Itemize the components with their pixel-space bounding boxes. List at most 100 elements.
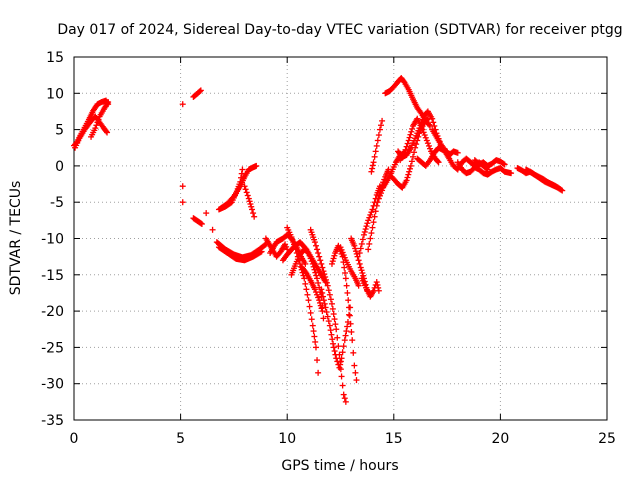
data-point bbox=[243, 189, 250, 196]
x-tick-label: 0 bbox=[70, 431, 79, 447]
data-point bbox=[407, 165, 414, 172]
data-point bbox=[337, 361, 344, 368]
data-point bbox=[342, 269, 349, 276]
data-point bbox=[356, 250, 363, 257]
data-point bbox=[317, 257, 324, 264]
data-point bbox=[360, 231, 367, 238]
data-point bbox=[95, 116, 102, 123]
y-axis-label: SDTVAR / TECUs bbox=[8, 181, 24, 296]
data-point bbox=[330, 311, 337, 318]
x-tick-label: 10 bbox=[278, 431, 296, 447]
data-point bbox=[501, 161, 508, 168]
data-point bbox=[249, 206, 256, 213]
data-point bbox=[413, 141, 420, 148]
data-point bbox=[402, 146, 409, 153]
data-point bbox=[330, 340, 337, 347]
data-point bbox=[370, 219, 377, 226]
data-point bbox=[558, 186, 565, 193]
data-point bbox=[315, 294, 322, 301]
data-point bbox=[315, 279, 322, 286]
data-point bbox=[311, 239, 318, 246]
data-point bbox=[420, 129, 427, 136]
data-point bbox=[292, 246, 299, 253]
data-point bbox=[434, 158, 441, 165]
data-point bbox=[430, 119, 437, 126]
y-tick-label: 15 bbox=[46, 50, 64, 66]
data-point bbox=[435, 159, 442, 166]
y-tick-label: -35 bbox=[41, 413, 64, 429]
data-point bbox=[351, 242, 358, 249]
data-point bbox=[244, 192, 251, 199]
data-point bbox=[368, 209, 375, 216]
data-point bbox=[179, 199, 186, 206]
data-point bbox=[341, 337, 348, 344]
data-point bbox=[332, 351, 339, 358]
data-point bbox=[407, 131, 414, 138]
data-point bbox=[331, 316, 338, 323]
data-point bbox=[329, 258, 336, 265]
data-point bbox=[408, 158, 415, 165]
data-point bbox=[366, 240, 373, 247]
data-point bbox=[423, 137, 430, 144]
data-point bbox=[429, 115, 436, 122]
data-point bbox=[419, 116, 426, 123]
data-point bbox=[348, 328, 355, 335]
data-point bbox=[431, 122, 438, 129]
data-point bbox=[363, 223, 370, 230]
data-point bbox=[371, 153, 378, 160]
data-point bbox=[405, 137, 412, 144]
data-point bbox=[500, 160, 507, 167]
data-point bbox=[370, 159, 377, 166]
data-point bbox=[408, 128, 415, 135]
data-point bbox=[366, 214, 373, 221]
data-point bbox=[323, 276, 330, 283]
data-point bbox=[331, 252, 338, 259]
data-point bbox=[306, 252, 313, 259]
data-point bbox=[355, 282, 362, 289]
data-point bbox=[253, 162, 260, 169]
y-tick-label: -20 bbox=[41, 304, 64, 320]
data-point bbox=[425, 142, 432, 149]
data-point bbox=[365, 246, 372, 253]
data-point bbox=[245, 195, 252, 202]
data-point bbox=[203, 210, 210, 217]
data-point bbox=[358, 267, 365, 274]
data-point bbox=[344, 289, 351, 296]
data-point bbox=[311, 333, 318, 340]
data-point bbox=[333, 355, 340, 362]
data-point bbox=[304, 291, 311, 298]
data-point bbox=[179, 183, 186, 190]
y-tick-label: -30 bbox=[41, 377, 64, 393]
data-point bbox=[353, 250, 360, 257]
data-point bbox=[411, 149, 418, 156]
data-point bbox=[406, 134, 413, 141]
data-point bbox=[308, 258, 315, 265]
data-point bbox=[326, 322, 333, 329]
data-point bbox=[325, 318, 332, 325]
x-axis-label: GPS time / hours bbox=[281, 458, 398, 474]
data-point bbox=[312, 269, 319, 276]
data-point bbox=[322, 304, 329, 311]
data-point bbox=[301, 275, 308, 282]
data-point bbox=[361, 228, 368, 235]
y-tick-label: -10 bbox=[41, 232, 64, 248]
data-point bbox=[326, 291, 333, 298]
data-point bbox=[343, 282, 350, 289]
data-point bbox=[336, 364, 343, 371]
data-point bbox=[369, 162, 376, 169]
data-point bbox=[352, 245, 359, 252]
data-point bbox=[250, 210, 257, 217]
data-point bbox=[406, 168, 413, 175]
data-point bbox=[239, 166, 246, 173]
data-point bbox=[364, 220, 371, 227]
data-point bbox=[508, 170, 515, 177]
data-point bbox=[374, 281, 381, 288]
data-point bbox=[374, 137, 381, 144]
data-point bbox=[310, 328, 317, 335]
data-point bbox=[322, 273, 329, 280]
x-tick-label: 25 bbox=[598, 431, 616, 447]
data-point bbox=[404, 140, 411, 147]
data-point bbox=[328, 331, 335, 338]
data-point bbox=[197, 87, 204, 94]
data-point bbox=[375, 284, 382, 291]
